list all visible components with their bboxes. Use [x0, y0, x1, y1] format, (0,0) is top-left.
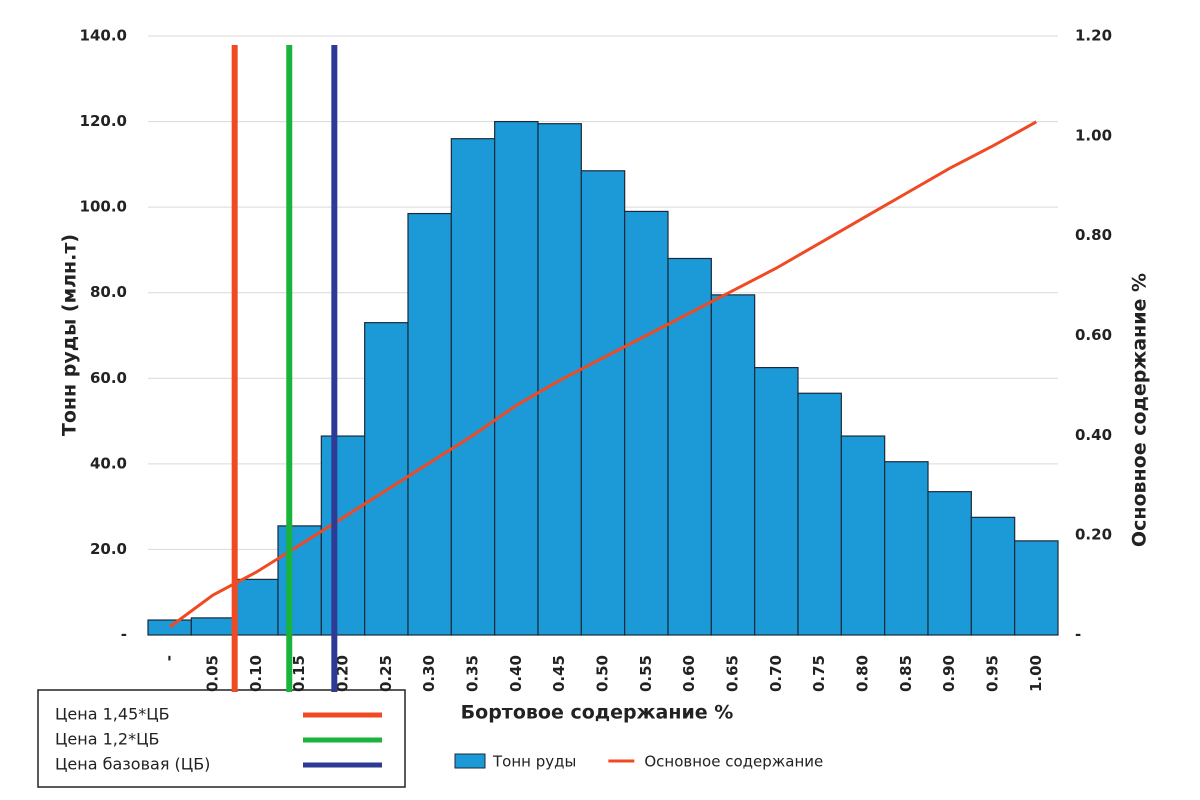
reference-legend-label: Цена 1,2*ЦБ — [55, 730, 159, 749]
bar — [494, 120, 539, 636]
y-tick-label: 80.0 — [90, 283, 127, 301]
x-tick-label: 0.95 — [984, 655, 1002, 692]
x-tick-label: 0.05 — [204, 655, 222, 692]
bar — [970, 516, 1016, 636]
bar — [580, 170, 626, 636]
bar — [1014, 540, 1059, 636]
x-tick-label: 0.55 — [637, 655, 655, 692]
bar — [407, 212, 452, 636]
legend-label: Тонн руды — [492, 753, 576, 771]
y2-tick-label: 0.40 — [1075, 426, 1112, 444]
x-tick-label: 0.45 — [550, 655, 568, 692]
bar — [667, 257, 712, 636]
y2-tick-label: 0.20 — [1075, 526, 1112, 544]
y-tick-label: 60.0 — [90, 369, 127, 387]
bar — [364, 322, 409, 636]
bar — [234, 578, 279, 636]
y2-tick-label: 1.00 — [1075, 126, 1112, 144]
x-tick-label: 0.35 — [464, 655, 482, 692]
y-tick-label: - — [121, 626, 127, 644]
x-tick-label: 0.80 — [854, 655, 872, 692]
x-tick-label: 0.70 — [767, 655, 785, 692]
y-tick-label: 40.0 — [90, 454, 127, 472]
y2-tick-label: 0.80 — [1075, 226, 1112, 244]
bar — [277, 525, 322, 636]
bar — [927, 491, 972, 636]
x-tick-label: 0.15 — [290, 655, 308, 692]
x-tick-label: 0.85 — [897, 655, 915, 692]
y-axis-title: Тонн руды (млн.т) — [59, 234, 81, 436]
legend-swatch — [454, 753, 486, 769]
y-tick-label: 100.0 — [80, 198, 127, 216]
x-tick-label: 0.50 — [594, 655, 612, 692]
y2-axis-title: Основное содержание % — [1129, 273, 1151, 547]
x-tick-label: 0.20 — [334, 655, 352, 692]
x-tick-label: 0.10 — [247, 655, 265, 692]
legend-label: Основное содержание — [644, 753, 823, 771]
bar — [797, 392, 842, 636]
x-tick-label: - — [160, 655, 178, 661]
y2-tick-label: - — [1075, 626, 1081, 644]
bar — [450, 138, 496, 636]
bar — [147, 619, 192, 636]
reference-legend-label: Цена базовая (ЦБ) — [55, 755, 210, 774]
bar — [190, 617, 236, 636]
x-axis-title: Бортовое содержание % — [461, 702, 734, 724]
x-tick-label: 0.90 — [940, 655, 958, 692]
bar — [320, 435, 366, 636]
y-tick-label: 140.0 — [80, 27, 127, 45]
x-tick-label: 0.65 — [724, 655, 742, 692]
bar — [754, 366, 799, 636]
bar — [710, 294, 756, 636]
line — [168, 120, 1038, 629]
bar — [884, 461, 929, 636]
x-tick-label: 0.60 — [680, 655, 698, 692]
x-tick-label: 0.25 — [377, 655, 395, 692]
y-tick-label: 120.0 — [80, 112, 127, 130]
x-tick-label: 0.40 — [507, 655, 525, 692]
bar — [624, 210, 669, 636]
y2-tick-label: 0.60 — [1075, 326, 1112, 344]
x-tick-label: 0.75 — [810, 655, 828, 692]
reference-legend-label: Цена 1,45*ЦБ — [55, 705, 170, 724]
x-tick-label: 1.00 — [1027, 655, 1045, 692]
x-tick-label: 0.30 — [420, 655, 438, 692]
y2-tick-label: 1.20 — [1075, 27, 1112, 45]
bar — [840, 435, 886, 636]
y-tick-label: 20.0 — [90, 540, 127, 558]
